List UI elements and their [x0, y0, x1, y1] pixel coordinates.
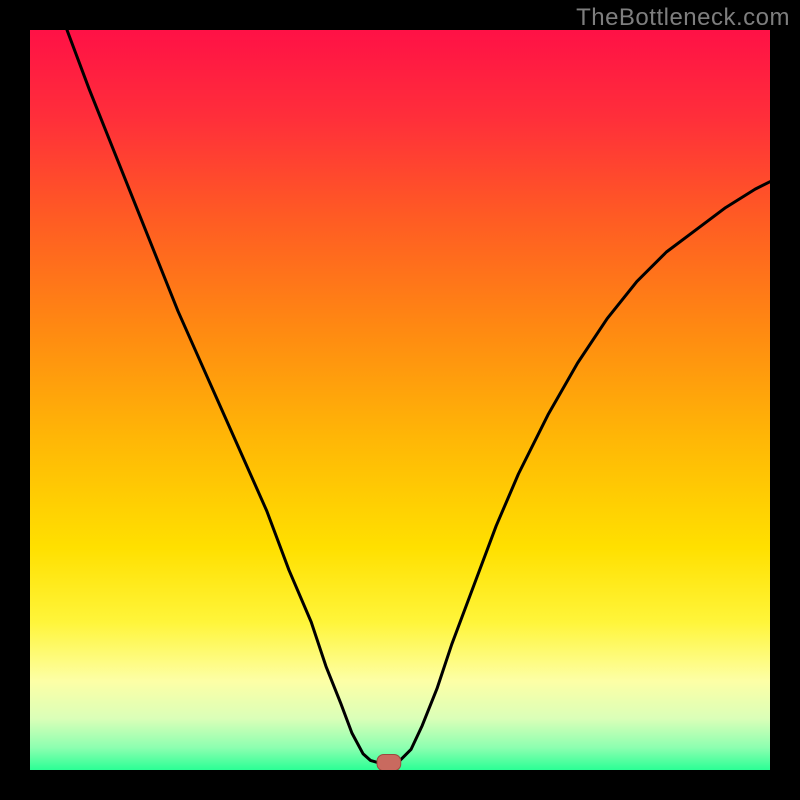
gradient-background — [30, 30, 770, 770]
plot-area — [30, 30, 770, 771]
bottleneck-chart — [0, 0, 800, 800]
optimal-point-marker — [377, 754, 401, 770]
chart-stage: TheBottleneck.com — [0, 0, 800, 800]
watermark-text: TheBottleneck.com — [576, 4, 790, 32]
